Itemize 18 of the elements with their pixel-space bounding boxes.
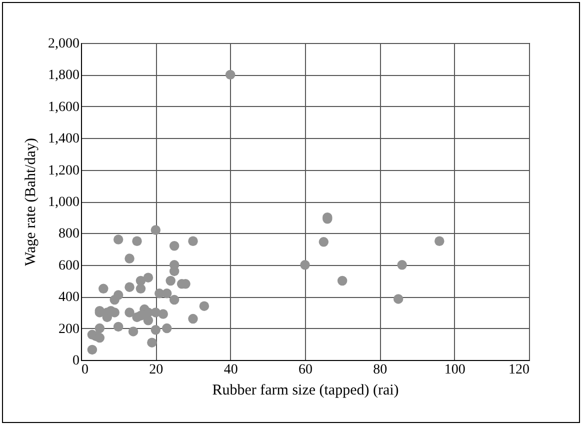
x-tick-label: 40 <box>224 362 238 378</box>
y-tick-label: 800 <box>58 226 80 242</box>
y-tick-label: 200 <box>58 322 80 337</box>
y-tick-label: 600 <box>58 258 80 274</box>
y-tick-label: 400 <box>58 290 80 306</box>
x-tick-label: 80 <box>373 362 388 378</box>
y-tick-label: 2,000 <box>48 36 80 52</box>
y-tick-label: 1,800 <box>48 68 80 84</box>
y-tick-label: 1,000 <box>48 195 80 210</box>
x-tick-label: 120 <box>508 362 530 378</box>
y-axis-title: Wage rate (Baht/day) <box>23 138 39 266</box>
y-tick-label: 1,200 <box>48 163 80 178</box>
y-tick-label: 1,600 <box>48 100 80 115</box>
y-tick-label: 1,400 <box>48 132 80 147</box>
x-tick-label: 100 <box>444 362 466 378</box>
x-tick-label: 60 <box>298 362 312 378</box>
x-axis-title: Rubber farm size (tapped) (rai) <box>212 382 399 398</box>
x-tick-label: 20 <box>149 362 164 378</box>
